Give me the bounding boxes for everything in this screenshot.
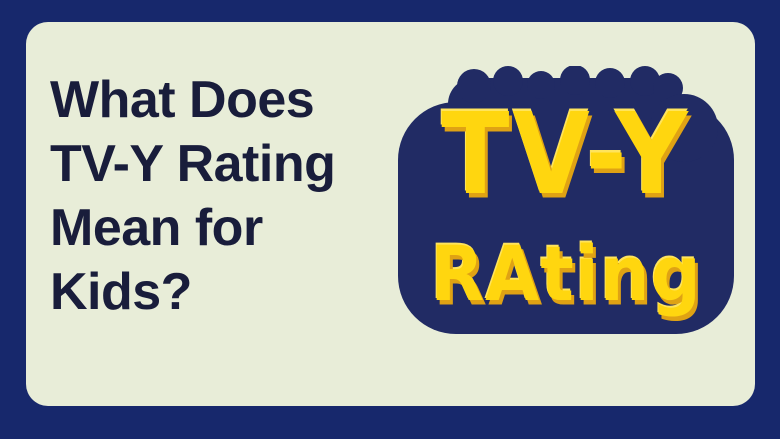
logo-subtitle-text: RAting: [430, 229, 702, 319]
logo-blob-shape: [398, 66, 734, 334]
title-line-4: Kids?: [50, 263, 192, 321]
title-line-1: What Does: [50, 71, 315, 129]
page-title: What Does TV-Y Rating Mean for Kids?: [50, 68, 410, 324]
title-line-3: Mean for: [50, 199, 263, 257]
title-line-2: TV-Y Rating: [50, 135, 336, 193]
logo-title-text: TV-Y: [441, 88, 691, 220]
tv-y-rating-logo: TV-Y RAting: [398, 66, 734, 338]
content-panel: What Does TV-Y Rating Mean for Kids?: [26, 22, 755, 406]
